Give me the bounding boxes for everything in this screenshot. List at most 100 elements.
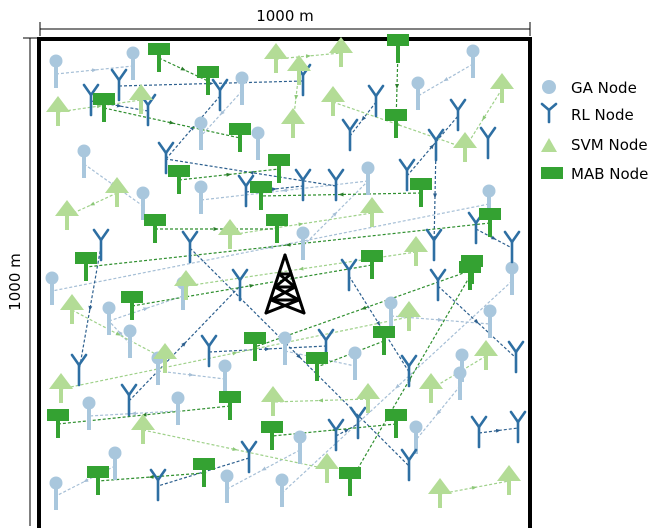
rl-node-antenna-icon	[211, 78, 229, 112]
routing-links	[51, 48, 519, 497]
mab-node	[385, 109, 407, 138]
triangle-node-icon	[356, 383, 380, 399]
rectangle-node-icon	[250, 181, 272, 193]
rl-node-antenna-icon	[294, 168, 312, 202]
rl-routing-link	[406, 115, 459, 177]
ga-node	[49, 54, 63, 88]
svm-node	[474, 340, 498, 370]
mab-routing-link	[103, 107, 241, 139]
rl-node-antenna-icon	[503, 230, 521, 264]
triangle-node-icon	[321, 86, 345, 102]
triangle-node-icon	[129, 84, 153, 100]
triangle-node-icon	[105, 177, 129, 193]
rl-node-antenna-icon	[349, 406, 367, 440]
triangle-node-icon	[329, 37, 353, 53]
rl-node-antenna-icon	[157, 141, 175, 175]
circle-node-icon	[126, 46, 140, 60]
rl-node-antenna-icon	[427, 128, 445, 162]
rectangle-node-icon	[410, 178, 432, 190]
rectangle-node-icon	[87, 466, 109, 478]
mab-routing-link	[97, 472, 205, 482]
mab-node	[93, 93, 115, 122]
rectangle-node-icon	[148, 43, 170, 55]
triangle-node-icon	[315, 453, 339, 469]
mab-node	[261, 421, 283, 450]
rectangle-node-icon	[193, 458, 215, 470]
rl-routing-link	[478, 427, 519, 434]
rl-routing-link	[245, 185, 304, 193]
rl-node-antenna-icon	[237, 174, 255, 208]
ga-node	[108, 446, 122, 480]
ga-node	[77, 144, 91, 178]
rl-node-antenna-icon	[400, 448, 418, 482]
triangle-node-icon	[46, 96, 70, 112]
svm-node	[105, 177, 129, 207]
ga-routing-link	[88, 410, 179, 417]
svm-node	[329, 37, 353, 67]
mab-node	[244, 332, 266, 361]
svm-node	[419, 373, 443, 403]
rl-node-antenna-icon	[479, 126, 497, 160]
svm-routing-link	[332, 101, 466, 149]
circle-node-icon	[220, 469, 234, 483]
ga-node	[505, 261, 519, 295]
svm-node	[315, 453, 339, 483]
rl-link-arrow-icon	[375, 320, 381, 327]
circle-node-icon	[293, 430, 307, 444]
antenna-node-icon	[540, 102, 558, 124]
legend: GA Node RL Node SVM Node MAB Node	[540, 79, 648, 183]
mab-node	[197, 66, 219, 95]
ga-routing-link	[157, 370, 226, 380]
width-label: 1000 m	[256, 7, 314, 25]
circle-node-icon	[49, 476, 63, 490]
ga-node	[483, 304, 497, 338]
rl-node-antenna-icon	[327, 418, 345, 452]
rl-node-antenna-icon	[82, 83, 100, 117]
svm-node	[397, 301, 421, 331]
circle-node-icon	[505, 261, 519, 275]
svm-node	[55, 200, 79, 230]
rl-node-antenna-icon	[398, 158, 416, 192]
circle-node-icon	[171, 391, 185, 405]
circle-node-icon	[275, 473, 289, 487]
mab-node	[385, 409, 407, 438]
circle-node-icon	[409, 420, 423, 434]
svm-node	[49, 373, 73, 403]
ga-routing-link	[108, 295, 184, 322]
rl-node-antenna-icon	[470, 415, 488, 449]
rl-node-antenna-icon	[110, 68, 128, 102]
mab-node	[193, 458, 215, 487]
triangle-node-icon	[287, 55, 311, 71]
rl-node-antenna-icon	[340, 258, 358, 292]
mab-node	[459, 261, 481, 290]
rl-node-antenna-icon	[429, 268, 447, 302]
ga-node	[220, 469, 234, 503]
mab-node	[268, 154, 290, 183]
rl-node-antenna-icon	[70, 353, 88, 387]
ga-node	[171, 391, 185, 425]
circle-node-icon	[108, 446, 122, 460]
svm-link-arrow-icon	[89, 201, 96, 206]
ga-node	[218, 359, 232, 393]
rl-node-antenna-icon	[367, 84, 385, 118]
circle-node-icon	[296, 226, 310, 240]
circle-node-icon	[45, 271, 59, 285]
mab-node	[144, 214, 166, 243]
rl-routing-link	[475, 228, 513, 249]
rectangle-node-icon	[121, 291, 143, 303]
rl-node-antenna-icon	[509, 410, 527, 444]
triangle-node-icon	[453, 132, 477, 148]
triangle-node-icon	[541, 138, 557, 152]
legend-item-mab: MAB Node	[541, 165, 648, 183]
triangle-node-icon	[419, 373, 443, 389]
ga-node	[361, 161, 375, 195]
ga-node	[466, 44, 480, 78]
circle-node-icon	[235, 71, 249, 85]
mab-node	[168, 165, 190, 194]
mab-node	[479, 208, 501, 237]
circle-node-icon	[455, 348, 469, 362]
mab-node	[87, 466, 109, 495]
mab-node	[250, 181, 272, 210]
circle-node-icon	[361, 161, 375, 175]
